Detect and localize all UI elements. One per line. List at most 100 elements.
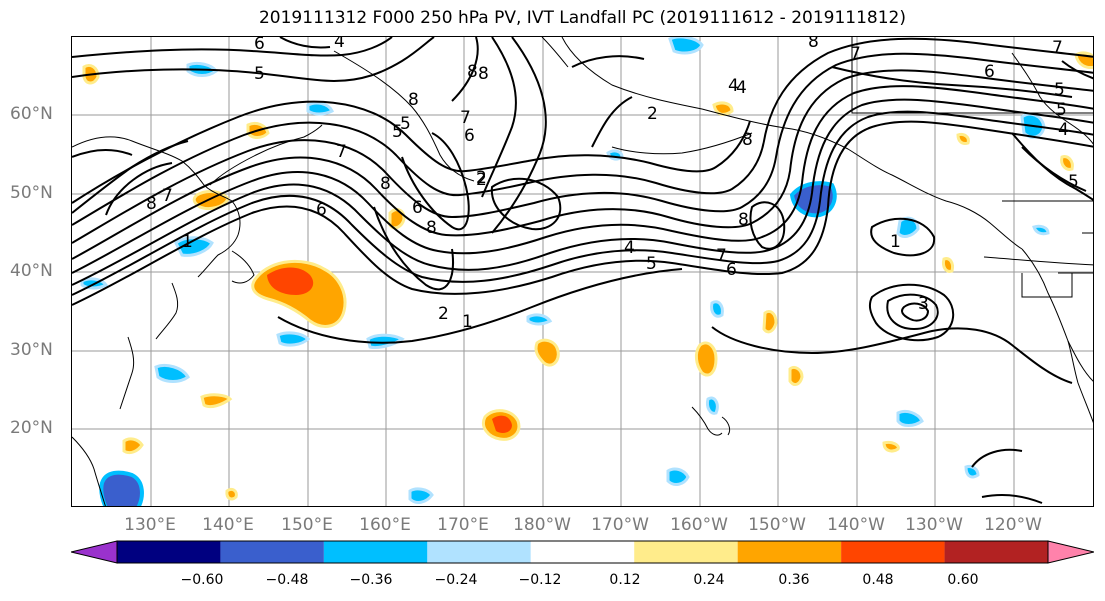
pv-contour-line xyxy=(72,37,1093,226)
colorbar xyxy=(71,540,1094,564)
lon-label: 150°W xyxy=(748,515,806,535)
pv-contour-line xyxy=(373,206,454,291)
contour-label: 8 xyxy=(146,194,157,214)
colorbar-tick-label: 0.48 xyxy=(862,572,894,588)
anomaly-positive-patch xyxy=(788,365,804,386)
colorbar-extension-max xyxy=(1047,540,1094,564)
pv-contour-line xyxy=(886,293,939,331)
contour-label: 6 xyxy=(316,200,327,220)
colorbar-tick-label: 0.36 xyxy=(778,572,810,588)
contour-label: 1 xyxy=(182,232,193,252)
contour-label: 8 xyxy=(478,64,489,84)
lat-label: 30°N xyxy=(10,340,53,360)
colorbar-segment xyxy=(530,541,635,563)
colorbar-tick-label: −0.60 xyxy=(180,572,224,588)
contour-label: 6 xyxy=(254,37,265,54)
pv-contour-line xyxy=(72,85,1093,274)
lon-label: 170°E xyxy=(437,515,489,535)
anomaly-positive-patch xyxy=(942,257,954,273)
colorbar-tick-label: −0.36 xyxy=(349,572,393,588)
colorbar-segment xyxy=(323,541,428,563)
colorbar-tick-label: −0.12 xyxy=(518,572,562,588)
pv-contour-line xyxy=(749,201,786,250)
pv-contour-line xyxy=(72,52,1093,244)
contour-label: 5 xyxy=(1056,100,1067,120)
contour-label: 4 xyxy=(624,238,635,258)
pv-contour-line xyxy=(105,162,173,216)
contour-label: 4 xyxy=(736,78,747,98)
colorbar-tick-label: 0.24 xyxy=(693,572,725,588)
contour-label: 7 xyxy=(716,246,727,266)
contour-label: 5 xyxy=(1068,172,1079,192)
pv-contours xyxy=(72,37,1093,504)
map-title: 2019111312 F000 250 hPa PV, IVT Landfall… xyxy=(258,8,906,28)
pv-contour-line xyxy=(72,140,189,214)
pv-contour-line xyxy=(901,302,930,322)
contour-label: 8 xyxy=(467,62,478,82)
colorbar-segments xyxy=(71,540,1094,564)
lat-label: 40°N xyxy=(10,261,53,281)
lon-label: 160°E xyxy=(359,515,411,535)
colorbar-segment xyxy=(737,541,842,563)
pv-contour-line xyxy=(277,268,683,344)
contour-label: 2 xyxy=(476,168,487,188)
contour-label: 6 xyxy=(464,126,475,146)
pv-contour-line xyxy=(72,149,133,158)
pv-contour-line xyxy=(831,66,1073,98)
contour-label: 1 xyxy=(462,312,473,332)
contour-label: 7 xyxy=(1052,38,1063,58)
colorbar-tick-label: −0.24 xyxy=(434,572,478,588)
pv-contour-line xyxy=(1061,60,1093,80)
lon-label: 170°W xyxy=(591,515,649,535)
pv-contour-line xyxy=(868,283,954,342)
contour-label: 5 xyxy=(392,122,403,142)
lon-label: 140°W xyxy=(827,515,885,535)
pv-contour-line xyxy=(72,100,751,204)
contour-label: 4 xyxy=(728,76,739,96)
pv-contour-line xyxy=(981,494,1043,504)
pv-contour-line xyxy=(491,37,547,234)
anomaly-negative-patch xyxy=(710,300,724,318)
pv-contour-line xyxy=(72,110,1093,296)
anomaly-positive-patch xyxy=(712,101,734,116)
colorbar-tick-label: 0.60 xyxy=(947,572,979,588)
contour-label: 8 xyxy=(808,37,819,52)
contour-label: 6 xyxy=(726,260,737,280)
anomaly-positive-patch xyxy=(200,393,233,409)
lon-label: 120°W xyxy=(984,515,1042,535)
contour-label: 5 xyxy=(400,114,411,134)
contour-label: 2 xyxy=(438,304,449,324)
anomaly-positive-core xyxy=(492,415,512,433)
pv-contour-line xyxy=(870,217,936,257)
colorbar-segment xyxy=(220,541,324,563)
shaded-anomalies xyxy=(80,37,1093,506)
anomaly-negative-patch xyxy=(668,37,704,55)
anomaly-negative-patch xyxy=(964,465,980,479)
lon-label: 160°W xyxy=(670,515,728,535)
contour-label: 4 xyxy=(1058,120,1069,140)
lon-label: 150°E xyxy=(281,515,333,535)
anomaly-positive-patch xyxy=(882,441,900,453)
anomaly-positive-patch xyxy=(956,133,970,145)
pv-contour-line xyxy=(490,177,562,231)
colorbar-segment xyxy=(117,541,221,563)
graticule xyxy=(72,37,1093,506)
pv-contour-line xyxy=(481,37,517,198)
lat-label: 60°N xyxy=(10,104,53,124)
anomaly-positive-patch xyxy=(762,309,778,334)
colorbar-segment xyxy=(944,541,1048,563)
anomaly-positive-patch xyxy=(1060,155,1074,171)
contour-label: 8 xyxy=(426,218,437,238)
anomaly-positive-patch xyxy=(534,338,560,367)
pv-contour-line xyxy=(72,120,1093,306)
lon-label: 130°W xyxy=(905,515,963,535)
pv-contour-line xyxy=(72,37,435,83)
contour-label: 1 xyxy=(890,232,901,252)
map-panel: 6 4 5 8 7 8 6 5 5 8 7 2 6 7 1 8 6 8 2 8 … xyxy=(71,36,1094,507)
anomaly-negative-patch xyxy=(408,487,434,504)
colorbar-extension-min xyxy=(71,540,118,564)
map-canvas: 6 4 5 8 7 8 6 5 5 8 7 2 6 7 1 8 6 8 2 8 … xyxy=(72,37,1093,506)
pv-contour-line xyxy=(571,55,645,68)
contour-label: 6 xyxy=(412,198,423,218)
anomaly-negative-patch xyxy=(896,409,924,427)
